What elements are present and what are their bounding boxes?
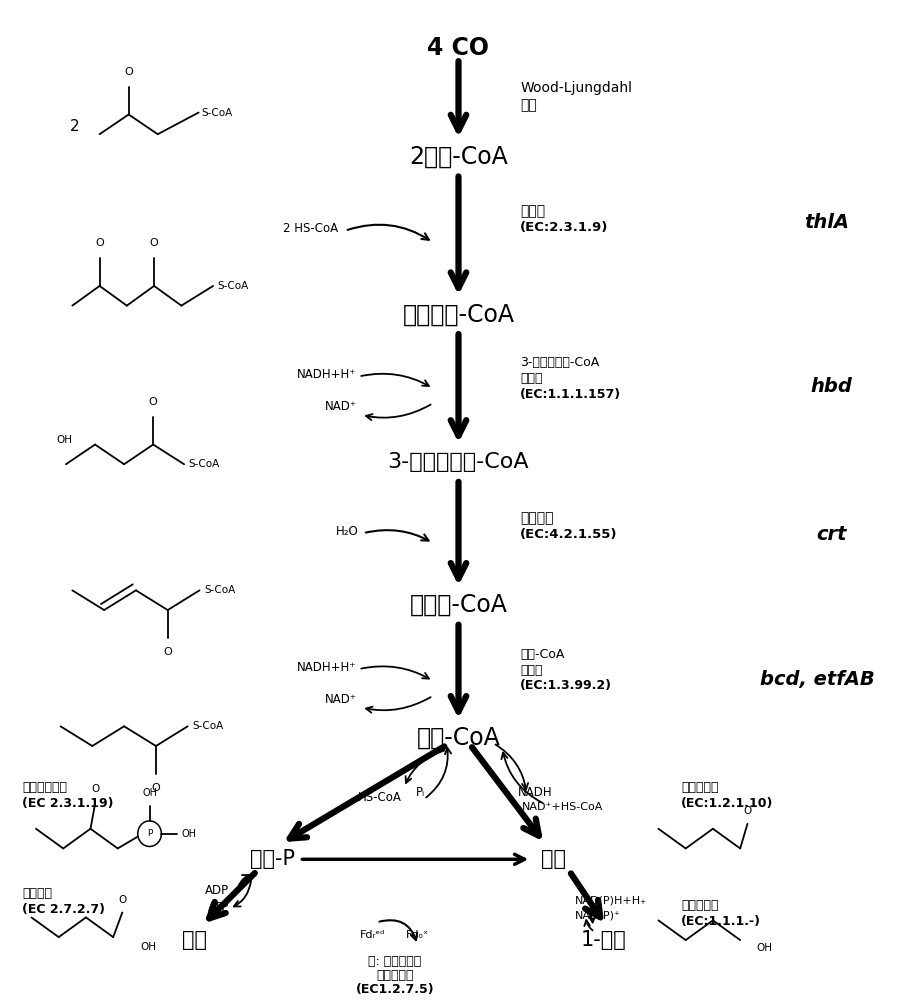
Text: crt: crt <box>816 525 846 544</box>
Text: 氧化還原酶: 氧化還原酶 <box>376 969 414 982</box>
Text: (EC 2.7.2.7): (EC 2.7.2.7) <box>22 903 105 916</box>
Text: ADP: ADP <box>205 884 229 897</box>
Text: 醛: 铁氧还蛋白: 醛: 铁氧还蛋白 <box>369 955 422 968</box>
Text: H₂O: H₂O <box>336 525 359 538</box>
Text: Fdₒˣ: Fdₒˣ <box>406 930 429 940</box>
Text: 巴豆酰-CoA: 巴豆酰-CoA <box>410 593 507 617</box>
Text: (EC 2.3.1.19): (EC 2.3.1.19) <box>22 797 114 810</box>
Text: Fdᵣᵉᵈ: Fdᵣᵉᵈ <box>359 930 385 940</box>
Text: S-CoA: S-CoA <box>193 721 224 731</box>
Text: bcd, etfAB: bcd, etfAB <box>760 670 875 689</box>
Text: O: O <box>149 238 159 248</box>
Text: 丁酰-P: 丁酰-P <box>249 849 294 869</box>
Text: OH: OH <box>757 943 772 953</box>
Text: NAD⁺: NAD⁺ <box>325 693 357 706</box>
Text: P: P <box>147 829 152 838</box>
Text: 巴豆酸酶: 巴豆酸酶 <box>520 511 554 525</box>
Text: (EC:1.2.1.10): (EC:1.2.1.10) <box>681 797 774 810</box>
Text: (EC:2.3.1.9): (EC:2.3.1.9) <box>520 221 609 234</box>
Text: 脫氫酶: 脫氫酶 <box>520 372 543 385</box>
Text: (EC1.2.7.5): (EC1.2.7.5) <box>356 983 435 996</box>
Text: O: O <box>151 783 160 793</box>
Text: OH: OH <box>142 788 157 798</box>
Text: S-CoA: S-CoA <box>189 459 220 469</box>
Text: S-CoA: S-CoA <box>217 281 249 291</box>
Text: Pᵢ: Pᵢ <box>415 786 425 799</box>
Text: 丁酰-CoA: 丁酰-CoA <box>520 648 565 661</box>
Text: O: O <box>125 67 133 77</box>
Text: NADH+H⁺: NADH+H⁺ <box>297 368 357 381</box>
Text: S-CoA: S-CoA <box>202 108 233 118</box>
Text: ATP: ATP <box>208 901 229 914</box>
Text: 3-羥基丁烷酰-CoA: 3-羥基丁烷酰-CoA <box>520 356 600 369</box>
Text: NADH+H⁺: NADH+H⁺ <box>297 661 357 674</box>
Text: (EC:1.3.99.2): (EC:1.3.99.2) <box>520 679 613 692</box>
Text: O: O <box>118 895 127 905</box>
Text: OH: OH <box>182 829 196 839</box>
Text: 磷酸轉丁酰酶: 磷酸轉丁酰酶 <box>22 781 67 794</box>
Text: 1-丁醇: 1-丁醇 <box>581 930 626 950</box>
Text: 丁醇脫氫酶: 丁醇脫氫酶 <box>681 899 719 912</box>
Text: 丁醛: 丁醛 <box>541 849 567 869</box>
Text: NADH: NADH <box>517 786 552 799</box>
Text: NAD(P)H+H₊: NAD(P)H+H₊ <box>575 896 646 906</box>
Text: OH: OH <box>56 435 72 445</box>
Text: 脫氫酶: 脫氫酶 <box>520 664 543 677</box>
Text: hbd: hbd <box>810 377 852 396</box>
Text: thlA: thlA <box>804 213 849 232</box>
Text: 2乙酰-CoA: 2乙酰-CoA <box>409 145 508 169</box>
Text: 乙酰乙酰-CoA: 乙酰乙酰-CoA <box>403 302 514 326</box>
Text: 丁醛脫氫酶: 丁醛脫氫酶 <box>681 781 719 794</box>
Text: NAD⁺+HS-CoA: NAD⁺+HS-CoA <box>522 802 603 812</box>
Text: O: O <box>744 806 752 816</box>
Text: 2 HS-CoA: 2 HS-CoA <box>283 222 338 235</box>
Text: (EC:1.1.1.157): (EC:1.1.1.157) <box>520 388 622 401</box>
Text: O: O <box>149 397 158 407</box>
Text: NAD(P)⁺: NAD(P)⁺ <box>575 910 621 920</box>
Text: 丁酸: 丁酸 <box>182 930 207 950</box>
Text: 丁酰-CoA: 丁酰-CoA <box>416 726 501 750</box>
Text: (EC:1.1.1.-): (EC:1.1.1.-) <box>681 915 761 928</box>
Text: 4 CO: 4 CO <box>427 36 490 60</box>
Text: (EC:4.2.1.55): (EC:4.2.1.55) <box>520 528 618 541</box>
Text: 3-羥基丁烷酰-CoA: 3-羥基丁烷酰-CoA <box>388 452 529 472</box>
Text: Wood-Ljungdahl: Wood-Ljungdahl <box>520 81 633 95</box>
Text: HS-CoA: HS-CoA <box>359 791 403 804</box>
Text: O: O <box>95 238 104 248</box>
Text: O: O <box>163 647 172 657</box>
Text: OH: OH <box>140 942 157 952</box>
Text: S-CoA: S-CoA <box>204 585 236 595</box>
Text: 途徑: 途徑 <box>520 99 537 113</box>
Text: NAD⁺: NAD⁺ <box>325 400 357 413</box>
Text: 硫解酶: 硫解酶 <box>520 204 546 218</box>
Text: 丁酸激酶: 丁酸激酶 <box>22 887 52 900</box>
Text: O: O <box>91 784 99 794</box>
Text: 2: 2 <box>71 119 80 134</box>
